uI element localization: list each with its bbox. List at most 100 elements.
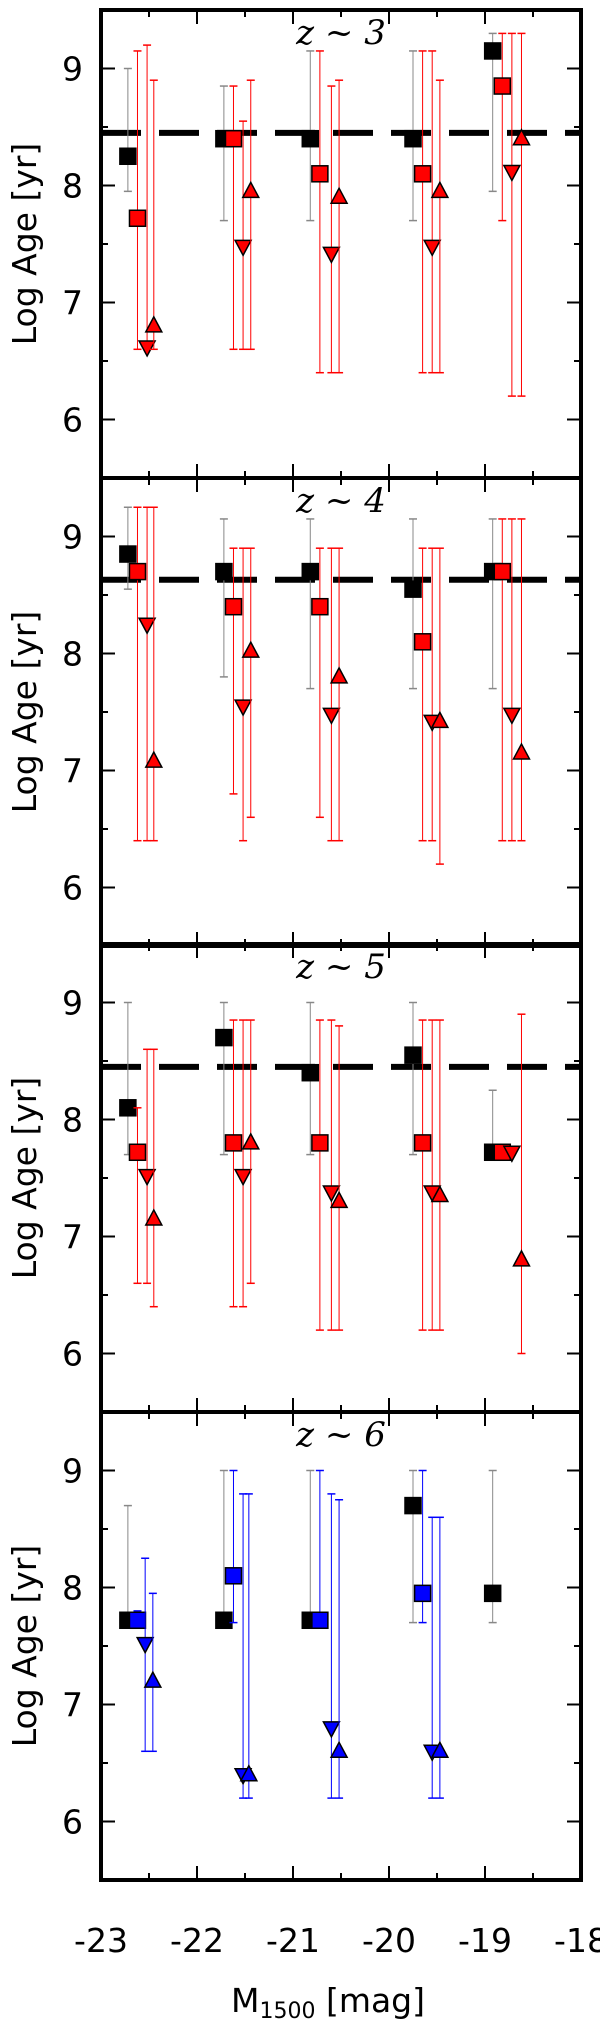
data-point: [224, 1134, 243, 1152]
x-tick-label: -22: [170, 1921, 224, 1960]
data-point: [483, 42, 502, 60]
y-tick-label: 7: [62, 1686, 83, 1725]
panel-frame: [99, 942, 583, 1414]
data-point: [233, 239, 253, 257]
y-tick-label: 6: [62, 1335, 83, 1374]
data-point: [241, 640, 261, 658]
data-point: [413, 633, 432, 651]
y-tick-label: 9: [62, 518, 83, 557]
y-tick-label: 6: [62, 869, 83, 908]
series-triangle-up-blue: [143, 1493, 450, 1799]
series-square-red: [128, 506, 512, 842]
data-point: [329, 186, 349, 204]
data-point: [301, 562, 320, 581]
y-tick-label: 7: [62, 1218, 83, 1257]
series-square-black: [119, 1001, 502, 1162]
data-point: [329, 666, 349, 684]
data-point: [483, 1584, 502, 1603]
y-axis-label: Log Age [yr]: [5, 1545, 44, 1748]
data-point: [430, 180, 450, 199]
data-point: [215, 562, 233, 581]
panels: 6 7 8 9 Log Age [yr] z ~ 3 6 7 8 9 Log Age [yr] z ~…: [5, 8, 583, 1882]
data-point: [215, 1611, 233, 1630]
data-point: [493, 77, 512, 95]
series-triangle-down-blue: [135, 1493, 442, 1799]
data-point: [322, 1185, 341, 1203]
data-point: [322, 1721, 341, 1739]
panel-1: 6 7 8 9 Log Age [yr] z ~ 3: [5, 8, 583, 480]
series-square-black: [119, 506, 502, 690]
x-tick-label: -18: [554, 1921, 600, 1960]
data-point: [404, 1496, 422, 1515]
data-point: [241, 1132, 261, 1150]
panel-4: 6 7 8 9 Log Age [yr] z ~ 6: [5, 1410, 583, 1882]
x-tick-label: -23: [74, 1921, 128, 1960]
series-triangle-up-red: [144, 1013, 531, 1355]
y-tick-label: 6: [62, 401, 83, 440]
y-tick-label: 8: [62, 167, 83, 206]
series-square-red: [128, 32, 512, 374]
y-tick-label: 8: [62, 1101, 83, 1140]
y-tick-label: 9: [62, 1452, 83, 1491]
y-tick-label: 7: [62, 284, 83, 323]
data-point: [144, 1208, 164, 1226]
data-point: [512, 1249, 531, 1267]
data-point: [224, 129, 243, 148]
data-point: [502, 707, 522, 725]
data-point: [144, 315, 164, 333]
data-point: [128, 562, 147, 581]
panel-title: z ~ 6: [295, 1415, 386, 1455]
data-point: [144, 750, 164, 768]
data-point: [512, 128, 531, 146]
series-square-red: [128, 1019, 512, 1331]
y-axis-label: Log Age [yr]: [5, 611, 44, 814]
data-point: [311, 1134, 329, 1152]
data-point: [430, 1184, 450, 1203]
series-triangle-down-red: [137, 32, 522, 397]
data-point: [404, 129, 422, 148]
panel-frame: [99, 1410, 583, 1882]
data-point: [493, 562, 512, 581]
data-point: [322, 707, 341, 725]
series-square-blue: [128, 1469, 432, 1630]
data-point: [502, 164, 522, 183]
data-point: [135, 1636, 155, 1655]
panel-title: z ~ 4: [295, 481, 386, 521]
data-point: [128, 209, 147, 228]
data-point: [233, 699, 253, 717]
data-point: [239, 1764, 259, 1782]
series-triangle-up-red: [144, 506, 531, 865]
panel-title: z ~ 3: [295, 13, 386, 53]
data-point: [215, 1028, 233, 1047]
data-point: [430, 710, 450, 729]
data-point: [224, 597, 243, 616]
x-tick-label: -19: [458, 1921, 512, 1960]
data-point: [404, 580, 422, 598]
series-triangle-down-red: [137, 506, 522, 842]
data-point: [413, 1584, 432, 1603]
data-point: [413, 165, 432, 183]
panel-title: z ~ 5: [295, 947, 386, 987]
data-point: [233, 1168, 253, 1187]
x-tick-label: -20: [362, 1921, 416, 1960]
data-point: [322, 246, 341, 264]
series-triangle-down-red: [137, 1019, 522, 1331]
data-point: [311, 1611, 329, 1630]
data-point: [224, 1567, 243, 1585]
data-point: [311, 165, 329, 183]
data-point: [119, 147, 137, 165]
data-point: [422, 239, 442, 257]
series-triangle-up-red: [144, 32, 531, 397]
panel-3: 6 7 8 9 Log Age [yr] z ~ 5: [5, 942, 583, 1414]
y-axis-label: Log Age [yr]: [5, 1077, 44, 1280]
y-tick-label: 8: [62, 1569, 83, 1608]
x-tick-labels: -23 -22 -21 -20 -19 -18: [74, 1921, 600, 1960]
panel-2: 6 7 8 9 Log Age [yr] z ~ 4: [5, 476, 583, 948]
data-point: [512, 742, 531, 760]
y-tick-label: 7: [62, 752, 83, 791]
data-point: [329, 1740, 349, 1759]
series-square-black: [119, 1469, 502, 1630]
data-point: [502, 1145, 522, 1163]
y-axis-label: Log Age [yr]: [5, 143, 44, 346]
